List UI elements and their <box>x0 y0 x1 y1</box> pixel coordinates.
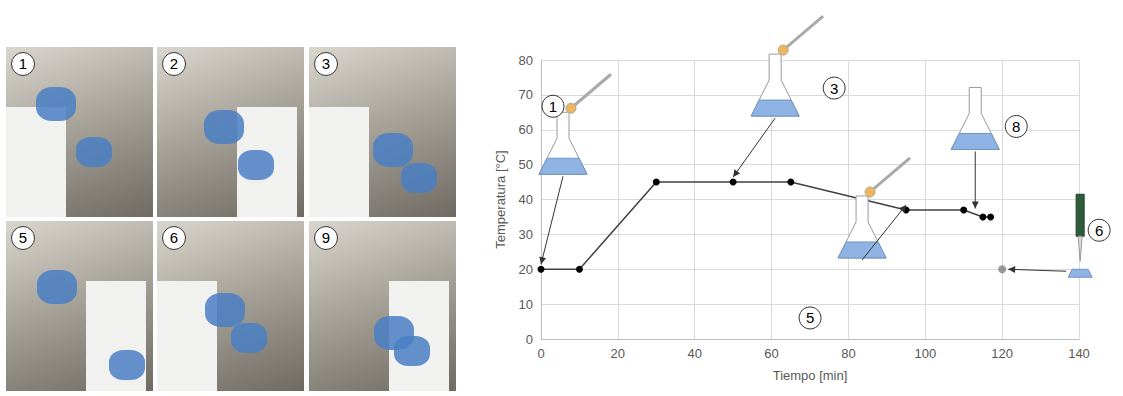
svg-text:140: 140 <box>1068 346 1090 361</box>
svg-text:40: 40 <box>687 346 701 361</box>
html-text:1: 1 <box>18 55 28 72</box>
svg-text:40: 40 <box>519 192 533 207</box>
svg-text:0: 0 <box>526 332 533 347</box>
svg-text:20: 20 <box>519 262 533 277</box>
svg-text:60: 60 <box>764 346 778 361</box>
svg-text:1: 1 <box>549 98 557 115</box>
svg-text:80: 80 <box>841 346 855 361</box>
svg-text:60: 60 <box>519 122 533 137</box>
svg-text:120: 120 <box>991 346 1013 361</box>
svg-text:30: 30 <box>519 227 533 242</box>
svg-text:Tiempo [min]: Tiempo [min] <box>773 368 848 383</box>
svg-text:20: 20 <box>611 346 625 361</box>
html-text:6: 6 <box>169 229 179 246</box>
html-text:2: 2 <box>169 55 179 72</box>
html-text:3: 3 <box>321 55 331 72</box>
svg-text:5: 5 <box>806 309 814 326</box>
svg-text:70: 70 <box>519 87 533 102</box>
html-text:5: 5 <box>18 229 28 246</box>
svg-text:80: 80 <box>519 53 533 68</box>
svg-text:8: 8 <box>1012 118 1020 135</box>
svg-text:10: 10 <box>519 297 533 312</box>
svg-text:3: 3 <box>830 80 838 97</box>
svg-text:Temperatura [°C]: Temperatura [°C] <box>493 150 508 248</box>
html-text:9: 9 <box>321 229 331 246</box>
svg-text:50: 50 <box>519 157 533 172</box>
svg-text:6: 6 <box>1095 222 1103 239</box>
svg-text:100: 100 <box>914 346 936 361</box>
svg-text:0: 0 <box>537 346 544 361</box>
